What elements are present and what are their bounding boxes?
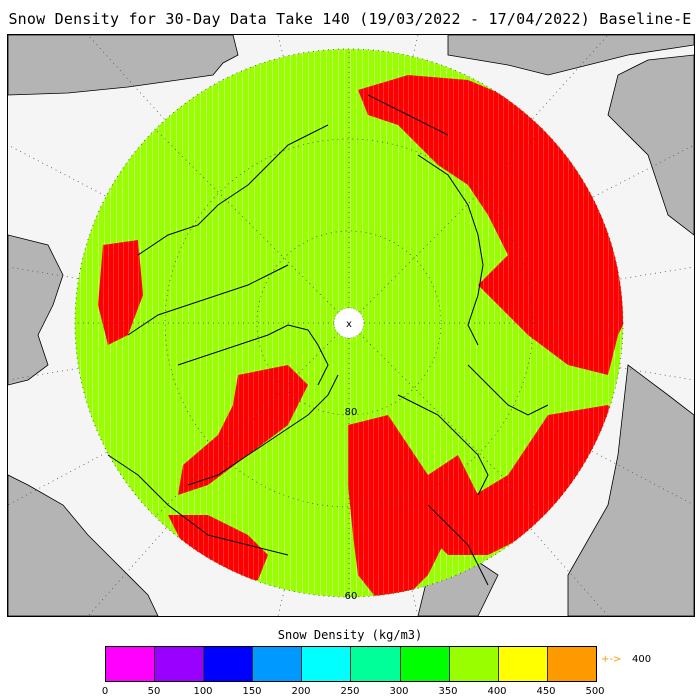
colorbar-cell bbox=[204, 647, 254, 681]
colorbar-tick-label: 200 bbox=[291, 686, 311, 697]
colorbar bbox=[105, 646, 597, 682]
colorbar-tick-label: 500 bbox=[585, 686, 605, 697]
colorbar-title: Snow Density (kg/m3) bbox=[277, 628, 423, 642]
colorbar-cell bbox=[253, 647, 303, 681]
coastlines bbox=[107, 94, 549, 586]
over-range-label: 400 bbox=[632, 654, 652, 665]
colorbar-tick-label: 400 bbox=[487, 686, 507, 697]
chart-title: Snow Density for 30-Day Data Take 140 (1… bbox=[8, 10, 692, 28]
colorbar-tick-label: 150 bbox=[242, 686, 262, 697]
colorbar-cell bbox=[400, 647, 450, 681]
colorbar-cell bbox=[302, 647, 352, 681]
pole-marker: x bbox=[346, 319, 352, 330]
colorbar-tick-label: 100 bbox=[193, 686, 213, 697]
colorbar-cell bbox=[498, 647, 548, 681]
lat-label-80: 80 bbox=[345, 407, 358, 418]
polar-map: x 80 60 bbox=[7, 34, 695, 617]
lat-label-60: 60 bbox=[345, 591, 358, 602]
land-masses bbox=[8, 35, 694, 616]
colorbar-cell bbox=[106, 647, 156, 681]
inner-meridians bbox=[75, 49, 623, 597]
colorbar-tick-label: 450 bbox=[536, 686, 556, 697]
polar-map-svg: x 80 60 bbox=[8, 35, 694, 616]
colorbar-cell bbox=[351, 647, 401, 681]
colorbar-tick-label: 0 bbox=[101, 686, 109, 697]
colorbar-tick-label: 300 bbox=[389, 686, 409, 697]
colorbar-tick-label: 350 bbox=[438, 686, 458, 697]
colorbar-cell bbox=[449, 647, 499, 681]
pole-gap bbox=[333, 307, 365, 339]
latitude-circles bbox=[74, 48, 624, 598]
colorbar-tick-label: 250 bbox=[340, 686, 360, 697]
over-range-arrow: +-> bbox=[601, 654, 622, 665]
colorbar-tick-label: 50 bbox=[147, 686, 161, 697]
colorbar-cell bbox=[547, 647, 596, 681]
colorbar-cell bbox=[155, 647, 205, 681]
